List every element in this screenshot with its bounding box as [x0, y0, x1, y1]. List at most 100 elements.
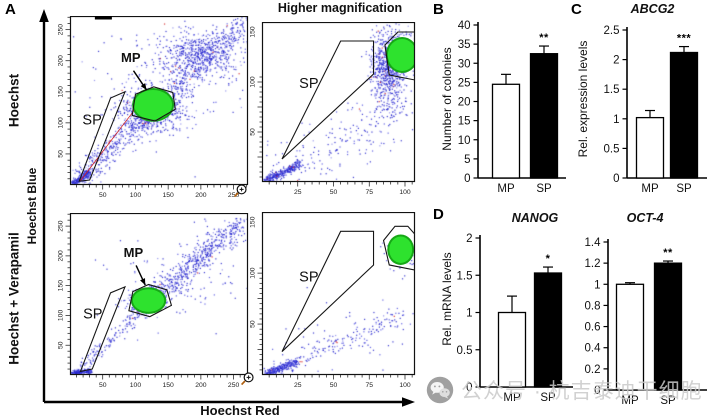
y-tick-label: 10	[458, 135, 471, 147]
x-tick-label: 50	[330, 382, 338, 389]
y-tick-label: 2	[613, 55, 619, 67]
bar-mp	[615, 283, 645, 391]
flow_verapamil-green-population	[130, 287, 167, 314]
y-tick-label: 1	[594, 279, 600, 291]
x-tick-label: 200	[195, 382, 207, 389]
y-tick-label: 40	[458, 20, 471, 32]
x-tick-label: 250	[228, 382, 240, 389]
y-tick-label: 1.5	[457, 270, 473, 282]
flow_verapamil-overlay: 50 100 150 200 250 50 100 150 200 250 SP MP	[58, 213, 249, 389]
bar-chart-colonies: 0 5 10 15 20 25 30 35 40 MP ** SP	[430, 10, 568, 215]
row-label-hoechst: Hoechst	[6, 73, 22, 128]
x-tick-label: 150	[162, 382, 174, 389]
sp-gate	[79, 285, 126, 373]
flow_hoechst-ticks: 50 100 150 200 250 50 100 150 200 250	[58, 16, 248, 199]
panel-c-label: C	[571, 1, 582, 18]
x-tick-label: 250	[228, 192, 240, 199]
category-label: MP	[497, 183, 515, 195]
abcg2-svg: 0 0.5 1 1.5 2 2.5 MP *** SP	[604, 25, 707, 195]
x-tick-label: 25	[294, 382, 302, 389]
zoom-icon	[240, 372, 254, 386]
flow_verapamil_mag-frame	[261, 212, 416, 376]
x-axis-arrowhead-icon	[402, 397, 415, 407]
y-tick-label: 150	[250, 216, 257, 228]
category-label: MP	[641, 183, 659, 195]
y-tick-label: 250	[58, 220, 65, 232]
significance-stars: **	[539, 32, 549, 44]
green-gate	[382, 225, 415, 271]
sp-gate-label: SP	[299, 76, 318, 92]
y-tick-label: 0	[464, 173, 470, 185]
x-tick-label: 200	[195, 192, 207, 199]
y-tick-label: 0.4	[585, 343, 602, 355]
y-tick-label: 2.5	[604, 25, 620, 37]
mp-gate	[128, 283, 173, 318]
y-tick-label: 0.2	[585, 364, 601, 376]
y-tick-label: 150	[250, 26, 257, 38]
bar-mp	[635, 116, 665, 179]
abcg2-title: ABCG2	[630, 2, 675, 16]
mp-gate	[131, 86, 176, 122]
flow_hoechst-green-population	[132, 87, 175, 122]
x-tick-label: 75	[365, 189, 373, 196]
y-tick-label: 100	[250, 267, 257, 279]
sp-gate-label: SP	[82, 113, 101, 129]
bar-chart-oct4: 0 0.2 0.4 0.6 0.8 1 1.2 1.4 MP ** SP	[575, 222, 709, 417]
y-tick-label: 50	[250, 320, 257, 328]
y-tick-label: 1.2	[585, 258, 601, 270]
y-tick-label: 150	[58, 86, 65, 98]
y-tick-label: 0.5	[457, 345, 473, 357]
y-tick-label: 100	[58, 117, 65, 129]
x-tick-label: 100	[399, 382, 411, 389]
flow_verapamil_mag-ticks: 25 50 75 100 50 100 150	[250, 216, 413, 389]
y-tick-label: 15	[458, 116, 471, 128]
y-tick-label: 1	[613, 114, 619, 126]
y-tick-label: 0.8	[585, 300, 601, 312]
x-axis-label: Hoechst Red	[200, 403, 280, 418]
panel-a-label: A	[5, 1, 16, 18]
bar-sp	[669, 51, 699, 179]
flow_verapamil_mag-overlay: 25 50 75 100 50 100 150 SP	[250, 212, 416, 389]
flow_hoechst_mag-overlay: 25 50 75 100 50 100 150 SP	[250, 22, 416, 196]
x-tick-label: 50	[99, 382, 107, 389]
y-tick-label: 5	[464, 154, 470, 166]
y-tick-label: 0	[594, 385, 600, 397]
x-tick-label: 100	[130, 382, 142, 389]
sp-gate-label: SP	[83, 306, 102, 322]
bar-mp	[491, 83, 521, 179]
mp-arrowhead-icon	[140, 83, 147, 90]
flow_verapamil_mag-scatter-dots	[262, 212, 415, 375]
bar-mp	[497, 311, 527, 388]
y-axis-label: Hoechst Blue	[25, 167, 39, 245]
oct4-svg: 0 0.2 0.4 0.6 0.8 1 1.2 1.4 MP ** SP	[585, 237, 707, 407]
bar-sp	[529, 53, 559, 179]
zoom-icon	[233, 184, 247, 198]
y-tick-label: 50	[58, 150, 65, 158]
significance-stars: *	[546, 253, 551, 265]
sp-gate-red-line	[80, 110, 135, 181]
y-tick-label: 0	[613, 173, 619, 185]
flow-plot-verapamil: 50 100 150 200 250 50 100 150 200 250 SP MP	[54, 213, 250, 393]
mp-arrowhead-icon	[140, 278, 146, 286]
bar-chart-abcg2: 0 0.5 1 1.5 2 2.5 MP *** SP	[568, 10, 709, 215]
flow-plot-verapamil-magnified: 25 50 75 100 50 100 150 SP	[246, 212, 417, 393]
y-tick-label: 200	[58, 55, 65, 67]
category-label: SP	[540, 392, 556, 404]
row-label-hoechst-verapamil: Hoechst + Verapamil	[6, 232, 22, 365]
x-tick-label: 150	[162, 192, 174, 199]
green-gate	[384, 31, 415, 81]
y-tick-label: 35	[458, 39, 471, 51]
x-tick-label: 100	[130, 192, 142, 199]
x-tick-label: 50	[330, 189, 338, 196]
flow-plot-hoechst-magnified: 25 50 75 100 50 100 150 SP	[246, 22, 417, 200]
x-tick-label: 25	[294, 189, 302, 196]
flow_hoechst-overlay: 50 100 150 200 250 50 100 150 200 250 SP MP	[58, 16, 249, 199]
bar-sp	[533, 272, 563, 388]
x-tick-label: 75	[365, 382, 373, 389]
y-tick-label: 0.6	[585, 322, 601, 334]
y-tick-label: 100	[250, 76, 257, 88]
y-tick-label: 20	[458, 97, 471, 109]
mp-gate-label: MP	[121, 50, 141, 65]
significance-stars: ***	[677, 33, 692, 45]
category-label: MP	[503, 392, 521, 404]
